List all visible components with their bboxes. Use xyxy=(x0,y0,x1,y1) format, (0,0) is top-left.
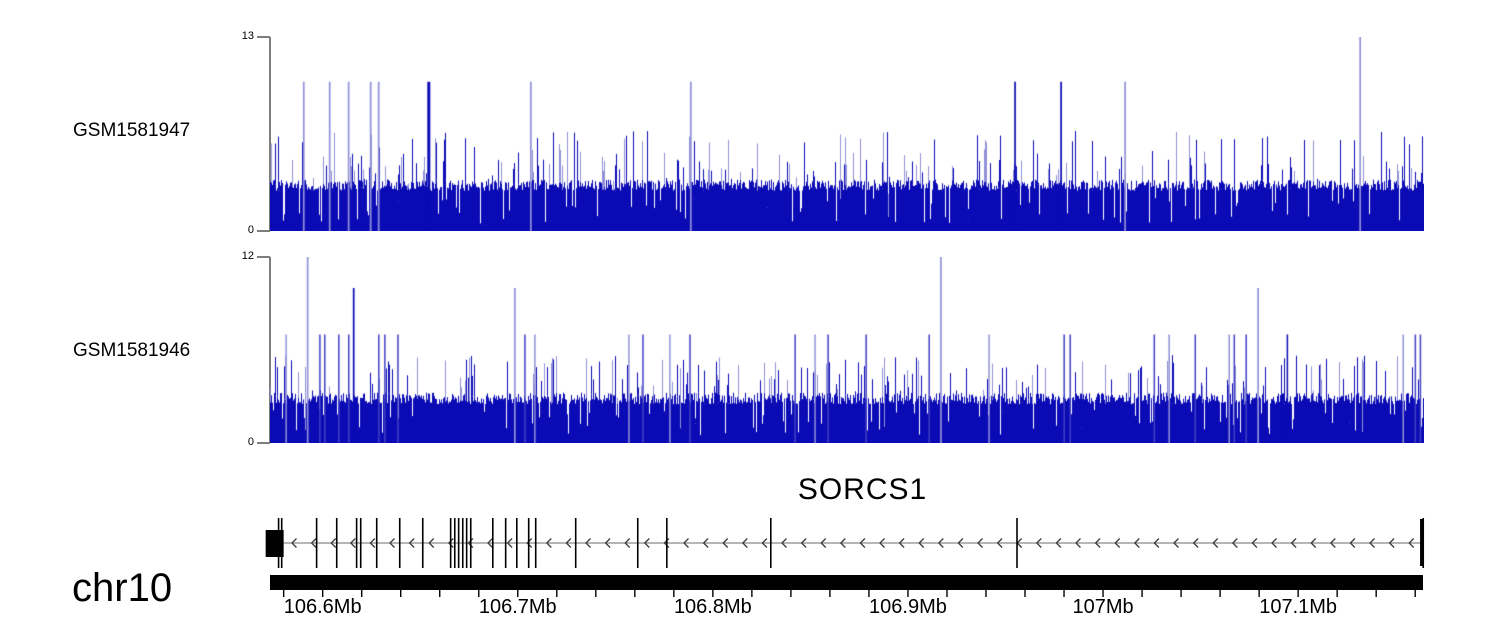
axis-tick-label: 107Mb xyxy=(1072,596,1134,618)
track1-coverage-canvas xyxy=(270,37,1424,231)
axis-tick-label: 107.1Mb xyxy=(1259,596,1338,618)
track1-ymax-tick xyxy=(257,36,270,38)
track1-ymax-label: 13 xyxy=(241,30,254,42)
track2-label: GSM1581946 xyxy=(73,340,191,361)
axis-tick-label: 106.7Mb xyxy=(478,596,557,618)
chromosome-bar xyxy=(270,575,1423,590)
track2-ymax-label: 12 xyxy=(241,250,254,262)
track2-ymin-label: 0 xyxy=(247,436,254,448)
axis-tick-label: 106.6Mb xyxy=(283,596,362,618)
track1-ymin-label: 0 xyxy=(247,224,254,236)
track2-ymin-tick xyxy=(257,442,270,444)
chromosome-label: chr10 xyxy=(72,566,173,610)
gene-title: SORCS1 xyxy=(797,473,928,506)
axis-tick-label: 106.9Mb xyxy=(869,596,947,618)
track2-ymax-tick xyxy=(257,256,270,258)
axis-tick-label: 106.8Mb xyxy=(673,596,752,618)
track1-label: GSM1581947 xyxy=(73,120,191,141)
track2-coverage-canvas xyxy=(270,257,1424,443)
track1-ymin-tick xyxy=(257,230,270,232)
